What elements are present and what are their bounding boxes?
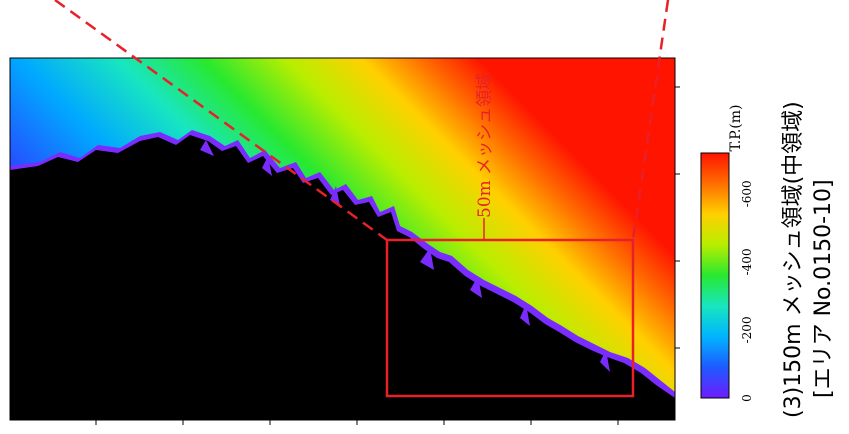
caption-line-2: [エリア No.0150-10]	[811, 179, 836, 398]
legend-unit-label: T.P.(m)	[728, 105, 744, 152]
guide-line-right	[631, 0, 670, 241]
legend	[700, 152, 730, 399]
land-mass	[10, 135, 675, 420]
map-ticks	[95, 86, 680, 425]
legend-tick-label: -200	[740, 316, 754, 343]
caption-line-1: (3)150m メッシュ領域(中領域)	[781, 101, 806, 418]
inset-region-box	[385, 238, 635, 398]
map-frame	[9, 57, 676, 421]
inset-label: 50m メッシュ領域	[475, 73, 495, 218]
guide-line-left	[54, 0, 388, 242]
legend-tick-label: -600	[740, 180, 754, 207]
legend-tick-label: -400	[740, 248, 754, 275]
legend-ticks: 0 -200 -400 -600	[740, 180, 754, 402]
legend-tick-label: 0	[740, 394, 754, 402]
